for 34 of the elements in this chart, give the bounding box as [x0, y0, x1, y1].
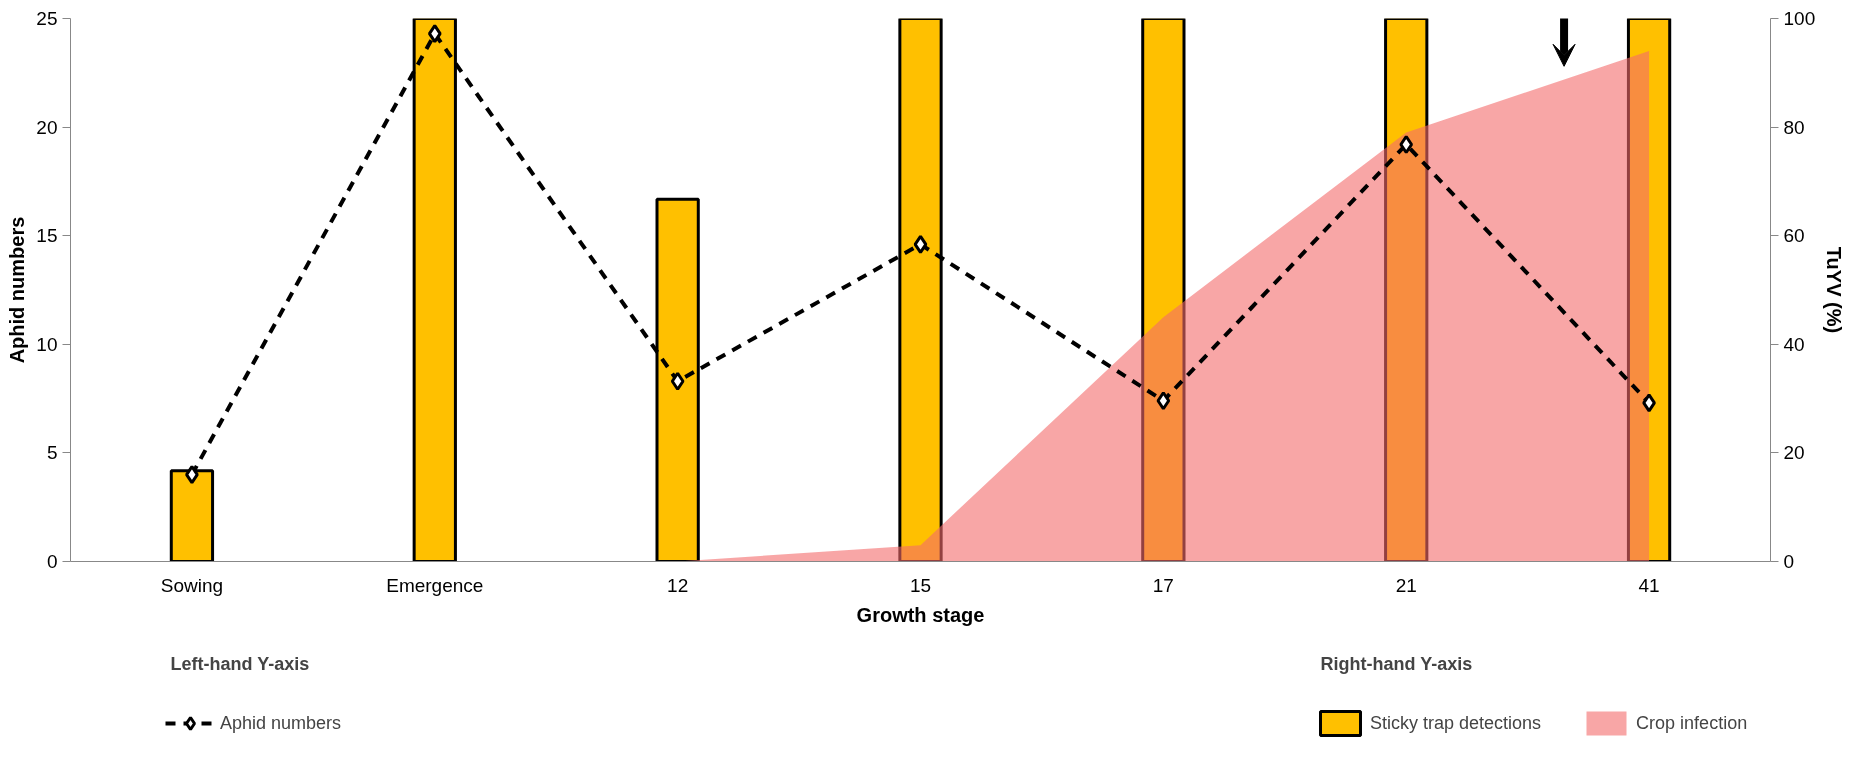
y-tick-label: 5: [46, 442, 58, 464]
y2-tick-label: 100: [1783, 8, 1816, 29]
y2-tick-label: 60: [1783, 225, 1805, 247]
y-tick-label: 15: [36, 225, 58, 247]
legend-label: Aphid numbers: [220, 712, 342, 734]
y2-tick-label: 0: [1783, 551, 1795, 572]
point: [185, 465, 199, 485]
point: [1642, 393, 1656, 413]
y-tick-label: 0: [46, 551, 58, 572]
x-tick-label: Sowing: [160, 574, 224, 596]
legend-label: Sticky trap detections: [1370, 712, 1542, 734]
text: Right-hand Y-axis: [1320, 653, 1473, 674]
x-tick-label: 15: [909, 574, 932, 596]
x-tick-label: 17: [1152, 574, 1174, 596]
x-tick-label: 21: [1395, 574, 1417, 596]
legend-label: Crop infection: [1636, 712, 1748, 734]
y2-tick-label: 20: [1783, 442, 1805, 464]
x-tick-label: 12: [667, 574, 689, 596]
y2-tick-label: 80: [1783, 116, 1805, 138]
x-tick-label: Emergence: [386, 574, 484, 596]
x-tick-label: 41: [1638, 574, 1660, 596]
y-tick-label: 20: [36, 116, 58, 138]
y2-axis-title: TuYV (%): [1823, 246, 1846, 334]
text: Left-hand Y-axis: [170, 653, 310, 674]
point: [913, 234, 928, 254]
y-tick-label: 10: [36, 333, 58, 355]
y-axis-title: Aphid numbers: [6, 216, 29, 364]
point: [1156, 391, 1171, 411]
y2-tick-label: 40: [1783, 333, 1805, 355]
point: [1399, 134, 1414, 154]
x-axis-title: Growth stage: [856, 603, 985, 626]
point: [670, 371, 685, 391]
point: [427, 24, 442, 44]
y-tick-label: 25: [36, 8, 58, 29]
